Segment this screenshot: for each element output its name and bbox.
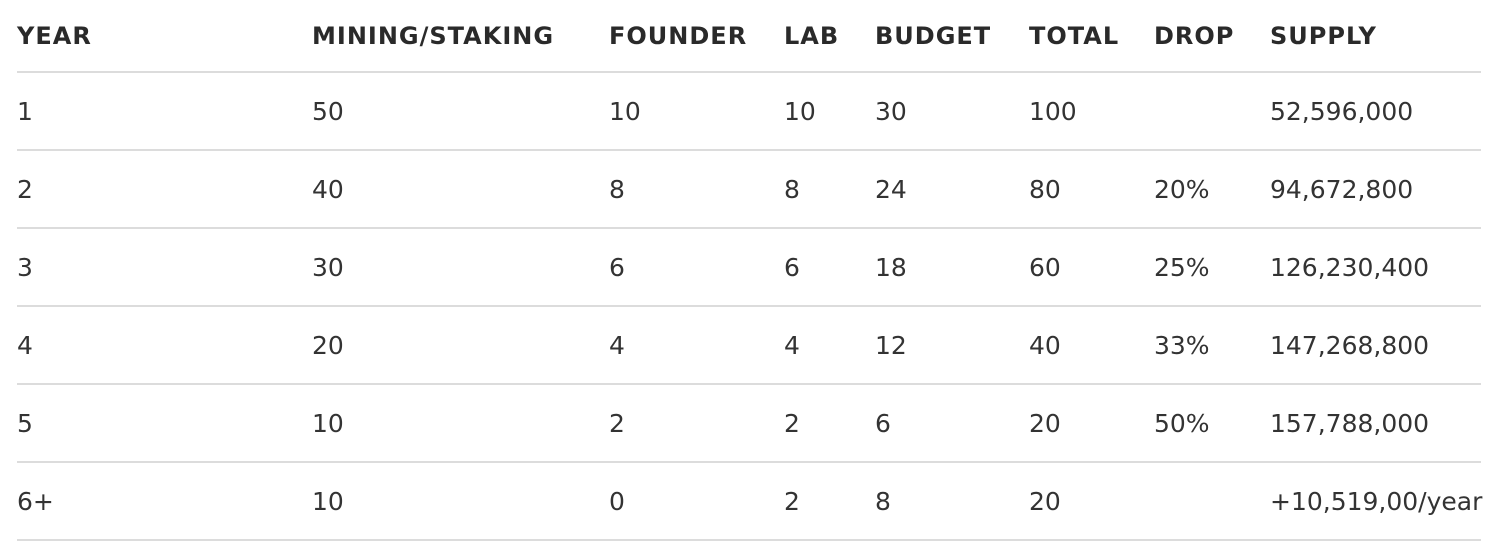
cell-total: 20 bbox=[1029, 384, 1154, 463]
header-supply: SUPPLY bbox=[1270, 0, 1481, 73]
table-row: 1 50 10 10 30 100 52,596,000 bbox=[17, 72, 1481, 151]
cell-founder: 6 bbox=[609, 228, 784, 307]
cell-founder: 2 bbox=[609, 384, 784, 463]
cell-budget: 30 bbox=[875, 72, 1029, 151]
header-year: YEAR bbox=[17, 0, 312, 73]
table-row: 4 20 4 4 12 40 33% 147,268,800 bbox=[17, 306, 1481, 385]
header-budget: BUDGET bbox=[875, 0, 1029, 73]
emission-table-container: YEAR MINING/STAKING FOUNDER LAB BUDGET T… bbox=[17, 0, 1482, 541]
cell-budget: 8 bbox=[875, 462, 1029, 541]
cell-budget: 18 bbox=[875, 228, 1029, 307]
header-drop: DROP bbox=[1154, 0, 1270, 73]
table-row: 2 40 8 8 24 80 20% 94,672,800 bbox=[17, 150, 1481, 229]
cell-mining-staking: 30 bbox=[312, 228, 609, 307]
cell-total: 80 bbox=[1029, 150, 1154, 229]
cell-mining-staking: 10 bbox=[312, 384, 609, 463]
cell-year: 3 bbox=[17, 228, 312, 307]
header-founder: FOUNDER bbox=[609, 0, 784, 73]
header-row: YEAR MINING/STAKING FOUNDER LAB BUDGET T… bbox=[17, 0, 1481, 73]
cell-budget: 6 bbox=[875, 384, 1029, 463]
table-row: 3 30 6 6 18 60 25% 126,230,400 bbox=[17, 228, 1481, 307]
cell-mining-staking: 20 bbox=[312, 306, 609, 385]
cell-founder: 0 bbox=[609, 462, 784, 541]
emission-table: YEAR MINING/STAKING FOUNDER LAB BUDGET T… bbox=[17, 0, 1482, 541]
cell-drop bbox=[1154, 72, 1270, 151]
cell-founder: 10 bbox=[609, 72, 784, 151]
cell-supply: 52,596,000 bbox=[1270, 72, 1481, 151]
table-row: 5 10 2 2 6 20 50% 157,788,000 bbox=[17, 384, 1481, 463]
cell-supply: 147,268,800 bbox=[1270, 306, 1481, 385]
cell-supply: 157,788,000 bbox=[1270, 384, 1481, 463]
cell-supply: 126,230,400 bbox=[1270, 228, 1481, 307]
cell-founder: 4 bbox=[609, 306, 784, 385]
cell-total: 40 bbox=[1029, 306, 1154, 385]
table-header: YEAR MINING/STAKING FOUNDER LAB BUDGET T… bbox=[17, 0, 1481, 73]
cell-total: 100 bbox=[1029, 72, 1154, 151]
cell-mining-staking: 50 bbox=[312, 72, 609, 151]
cell-drop bbox=[1154, 462, 1270, 541]
cell-lab: 10 bbox=[784, 72, 875, 151]
cell-lab: 2 bbox=[784, 384, 875, 463]
cell-year: 5 bbox=[17, 384, 312, 463]
header-total: TOTAL bbox=[1029, 0, 1154, 73]
cell-mining-staking: 10 bbox=[312, 462, 609, 541]
cell-total: 60 bbox=[1029, 228, 1154, 307]
cell-budget: 12 bbox=[875, 306, 1029, 385]
cell-drop: 33% bbox=[1154, 306, 1270, 385]
cell-budget: 24 bbox=[875, 150, 1029, 229]
cell-year: 2 bbox=[17, 150, 312, 229]
cell-mining-staking: 40 bbox=[312, 150, 609, 229]
table-row: 6+ 10 0 2 8 20 +10,519,00/year bbox=[17, 462, 1482, 541]
cell-founder: 8 bbox=[609, 150, 784, 229]
cell-drop: 50% bbox=[1154, 384, 1270, 463]
header-lab: LAB bbox=[784, 0, 875, 73]
cell-lab: 6 bbox=[784, 228, 875, 307]
table-body: 1 50 10 10 30 100 52,596,000 2 40 8 8 24… bbox=[17, 72, 1482, 541]
cell-lab: 4 bbox=[784, 306, 875, 385]
cell-supply: +10,519,00/year bbox=[1270, 462, 1482, 541]
cell-total: 20 bbox=[1029, 462, 1154, 541]
cell-drop: 20% bbox=[1154, 150, 1270, 229]
cell-drop: 25% bbox=[1154, 228, 1270, 307]
cell-lab: 8 bbox=[784, 150, 875, 229]
cell-year: 4 bbox=[17, 306, 312, 385]
cell-supply: 94,672,800 bbox=[1270, 150, 1481, 229]
cell-year: 1 bbox=[17, 72, 312, 151]
cell-lab: 2 bbox=[784, 462, 875, 541]
header-mining-staking: MINING/STAKING bbox=[312, 0, 609, 73]
cell-year: 6+ bbox=[17, 462, 312, 541]
